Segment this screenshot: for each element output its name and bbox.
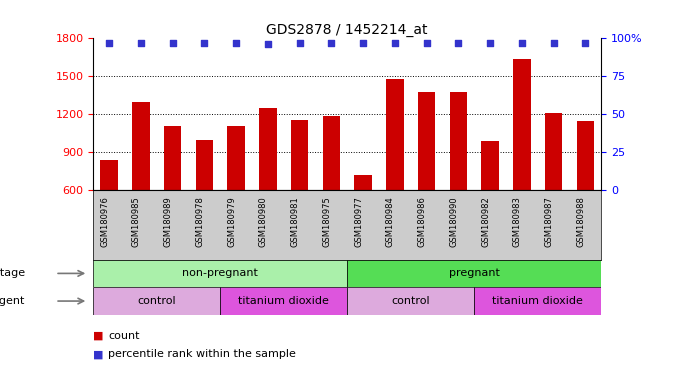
Text: titanium dioxide: titanium dioxide <box>492 296 583 306</box>
Bar <box>132 102 150 190</box>
Point <box>199 40 210 46</box>
Point <box>326 40 337 46</box>
Point <box>548 40 559 46</box>
Text: control: control <box>391 296 430 306</box>
Point <box>421 40 432 46</box>
Bar <box>576 121 594 190</box>
Text: development stage: development stage <box>0 268 25 278</box>
Text: GSM180976: GSM180976 <box>100 196 109 247</box>
Bar <box>323 116 340 190</box>
Text: ■: ■ <box>93 349 107 359</box>
Text: titanium dioxide: titanium dioxide <box>238 296 329 306</box>
Bar <box>354 175 372 190</box>
Bar <box>482 141 499 190</box>
Text: GSM180990: GSM180990 <box>449 196 458 247</box>
Point <box>357 40 368 46</box>
Point <box>580 40 591 46</box>
Bar <box>386 79 404 190</box>
Point <box>263 41 274 48</box>
Bar <box>259 108 276 190</box>
Text: GSM180979: GSM180979 <box>227 196 236 247</box>
Text: pregnant: pregnant <box>448 268 500 278</box>
Point <box>104 40 115 46</box>
Bar <box>474 287 601 315</box>
Bar <box>291 119 308 190</box>
Text: GSM180988: GSM180988 <box>576 196 585 247</box>
Text: GSM180987: GSM180987 <box>545 196 553 247</box>
Text: agent: agent <box>0 296 25 306</box>
Point <box>484 40 495 46</box>
Point <box>453 40 464 46</box>
Bar <box>513 59 531 190</box>
Bar <box>418 92 435 190</box>
Text: GSM180977: GSM180977 <box>354 196 363 247</box>
Text: GSM180989: GSM180989 <box>164 196 173 247</box>
Bar <box>196 140 213 190</box>
Text: GSM180984: GSM180984 <box>386 196 395 247</box>
Bar <box>220 287 347 315</box>
Bar <box>347 287 474 315</box>
Text: GSM180986: GSM180986 <box>417 196 426 247</box>
Bar <box>227 126 245 190</box>
Text: percentile rank within the sample: percentile rank within the sample <box>108 349 296 359</box>
Text: GSM180982: GSM180982 <box>481 196 490 247</box>
Point <box>135 40 146 46</box>
Text: GSM180983: GSM180983 <box>513 196 522 247</box>
Point <box>389 40 400 46</box>
Title: GDS2878 / 1452214_at: GDS2878 / 1452214_at <box>267 23 428 37</box>
Text: GSM180985: GSM180985 <box>132 196 141 247</box>
Bar <box>545 113 562 190</box>
Text: GSM180978: GSM180978 <box>196 196 205 247</box>
Bar <box>93 287 220 315</box>
Text: control: control <box>138 296 176 306</box>
Text: count: count <box>108 331 140 341</box>
Bar <box>164 126 181 190</box>
Text: GSM180980: GSM180980 <box>259 196 268 247</box>
Text: GSM180975: GSM180975 <box>323 196 332 247</box>
Point <box>516 40 527 46</box>
Bar <box>93 260 347 287</box>
Bar <box>100 160 118 190</box>
Text: GSM180981: GSM180981 <box>291 196 300 247</box>
Point <box>167 40 178 46</box>
Text: ■: ■ <box>93 331 107 341</box>
Bar <box>450 92 467 190</box>
Point <box>231 40 242 46</box>
Point <box>294 40 305 46</box>
Bar <box>347 260 601 287</box>
Text: non-pregnant: non-pregnant <box>182 268 258 278</box>
